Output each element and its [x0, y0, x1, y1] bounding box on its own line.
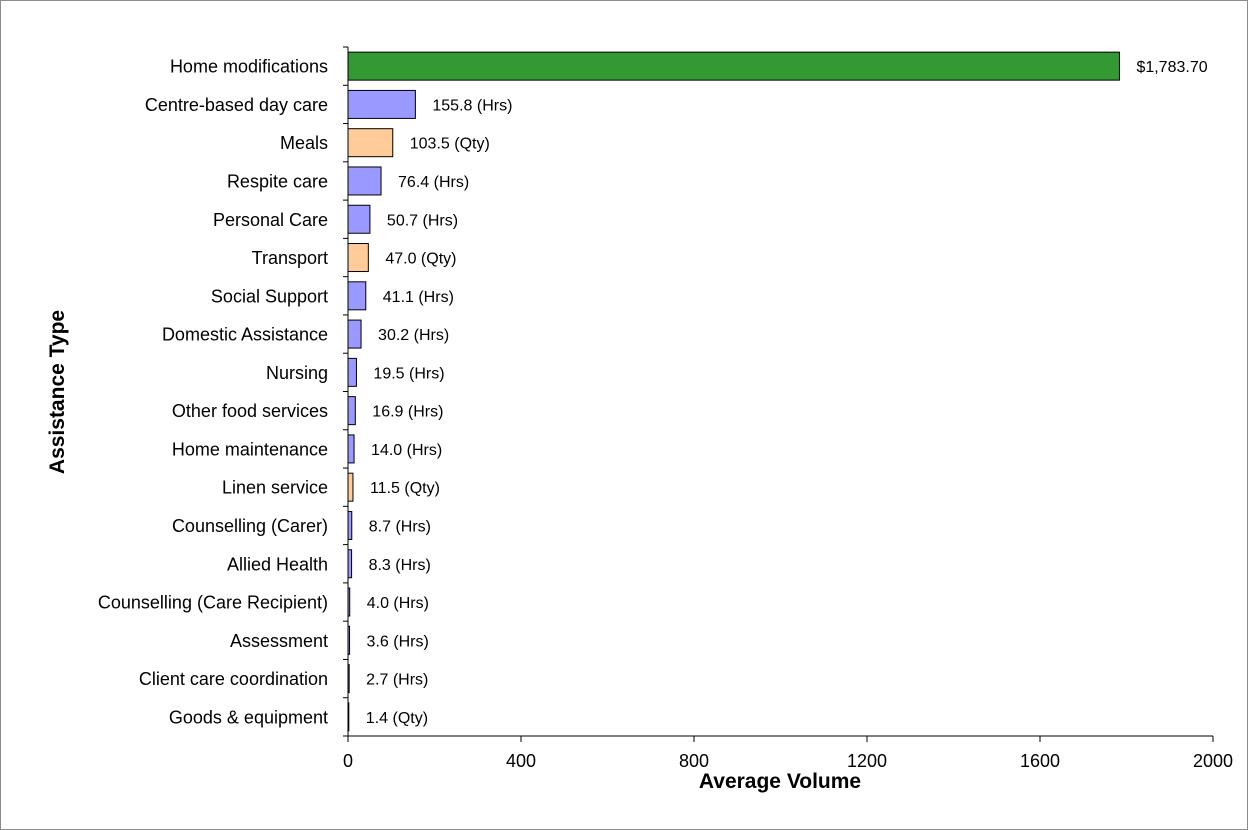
value-label-linen-service: 11.5 (Qty)	[370, 480, 440, 497]
value-label-other-food-services: 16.9 (Hrs)	[372, 404, 443, 421]
value-label-counselling-carer: 8.7 (Hrs)	[369, 518, 431, 535]
bar-social-support	[347, 281, 367, 311]
bar-centre-based-day-care	[347, 89, 416, 119]
value-label-counselling-care-recipient: 4.0 (Hrs)	[367, 595, 429, 612]
axes-group: 0 400 800 1200 1600 2000	[343, 46, 1233, 771]
category-label-counselling-care-recipient: Counselling (Care Recipient)	[98, 593, 328, 613]
bar-nursing	[347, 357, 357, 387]
category-label-social-support: Social Support	[211, 286, 328, 306]
bar-personal-care	[347, 204, 371, 234]
category-label-goods-equipment: Goods & equipment	[169, 707, 328, 727]
bar-linen-service	[347, 472, 354, 502]
category-label-home-modifications: Home modifications	[170, 57, 328, 77]
x-axis-title: Average Volume	[699, 770, 861, 793]
value-label-respite-care: 76.4 (Hrs)	[398, 174, 469, 191]
x-tick-label-400: 400	[506, 751, 536, 771]
x-tick-label-800: 800	[679, 751, 709, 771]
category-label-transport: Transport	[252, 248, 328, 268]
bar-home-modifications	[347, 51, 1120, 81]
category-label-counselling-carer: Counselling (Carer)	[172, 516, 328, 536]
bar-transport	[347, 243, 369, 273]
value-labels-group: $1,783.70 155.8 (Hrs) 103.5 (Qty) 76.4 (Hrs…	[366, 59, 1208, 727]
x-tick-label-1600: 1600	[1020, 751, 1060, 771]
value-label-centre-based-day-care: 155.8 (Hrs)	[432, 97, 512, 114]
y-axis-title: Assistance Type	[46, 310, 69, 474]
bars-group	[347, 51, 1120, 732]
value-label-home-modifications: $1,783.70	[1136, 59, 1207, 76]
value-label-allied-health: 8.3 (Hrs)	[369, 557, 431, 574]
value-label-goods-equipment: 1.4 (Qty)	[366, 710, 428, 727]
category-label-allied-health: Allied Health	[227, 554, 328, 574]
bar-domestic-assistance	[347, 319, 362, 349]
category-label-respite-care: Respite care	[227, 171, 328, 191]
category-label-home-maintenance: Home maintenance	[172, 439, 328, 459]
bar-other-food-services	[347, 396, 356, 426]
category-label-nursing: Nursing	[266, 363, 328, 383]
bar-allied-health	[347, 549, 353, 579]
x-tick-label-2000: 2000	[1193, 751, 1233, 771]
x-tick-label-1200: 1200	[847, 751, 887, 771]
bar-home-maintenance	[347, 434, 355, 464]
category-label-client-care-coordination: Client care coordination	[139, 669, 328, 689]
value-label-assessment: 3.6 (Hrs)	[367, 633, 429, 650]
bar-counselling-carer	[347, 510, 353, 540]
category-label-personal-care: Personal Care	[213, 210, 328, 230]
bar-meals	[347, 128, 394, 158]
bar-respite-care	[347, 166, 382, 196]
category-label-meals: Meals	[280, 133, 328, 153]
value-label-client-care-coordination: 2.7 (Hrs)	[366, 672, 428, 689]
category-label-centre-based-day-care: Centre-based day care	[145, 95, 328, 115]
category-label-linen-service: Linen service	[222, 478, 328, 498]
category-label-domestic-assistance: Domestic Assistance	[162, 325, 328, 345]
value-label-domestic-assistance: 30.2 (Hrs)	[378, 327, 449, 344]
category-label-other-food-services: Other food services	[172, 401, 328, 421]
category-labels-group: Home modifications Centre-based day care M…	[98, 57, 328, 728]
value-label-social-support: 41.1 (Hrs)	[383, 289, 454, 306]
value-label-home-maintenance: 14.0 (Hrs)	[371, 442, 442, 459]
value-label-meals: 103.5 (Qty)	[410, 136, 490, 153]
x-tick-label-0: 0	[343, 751, 353, 771]
category-label-assessment: Assessment	[230, 631, 328, 651]
value-label-transport: 47.0 (Qty)	[385, 251, 456, 268]
value-label-personal-care: 50.7 (Hrs)	[387, 212, 458, 229]
value-label-nursing: 19.5 (Hrs)	[373, 365, 444, 382]
